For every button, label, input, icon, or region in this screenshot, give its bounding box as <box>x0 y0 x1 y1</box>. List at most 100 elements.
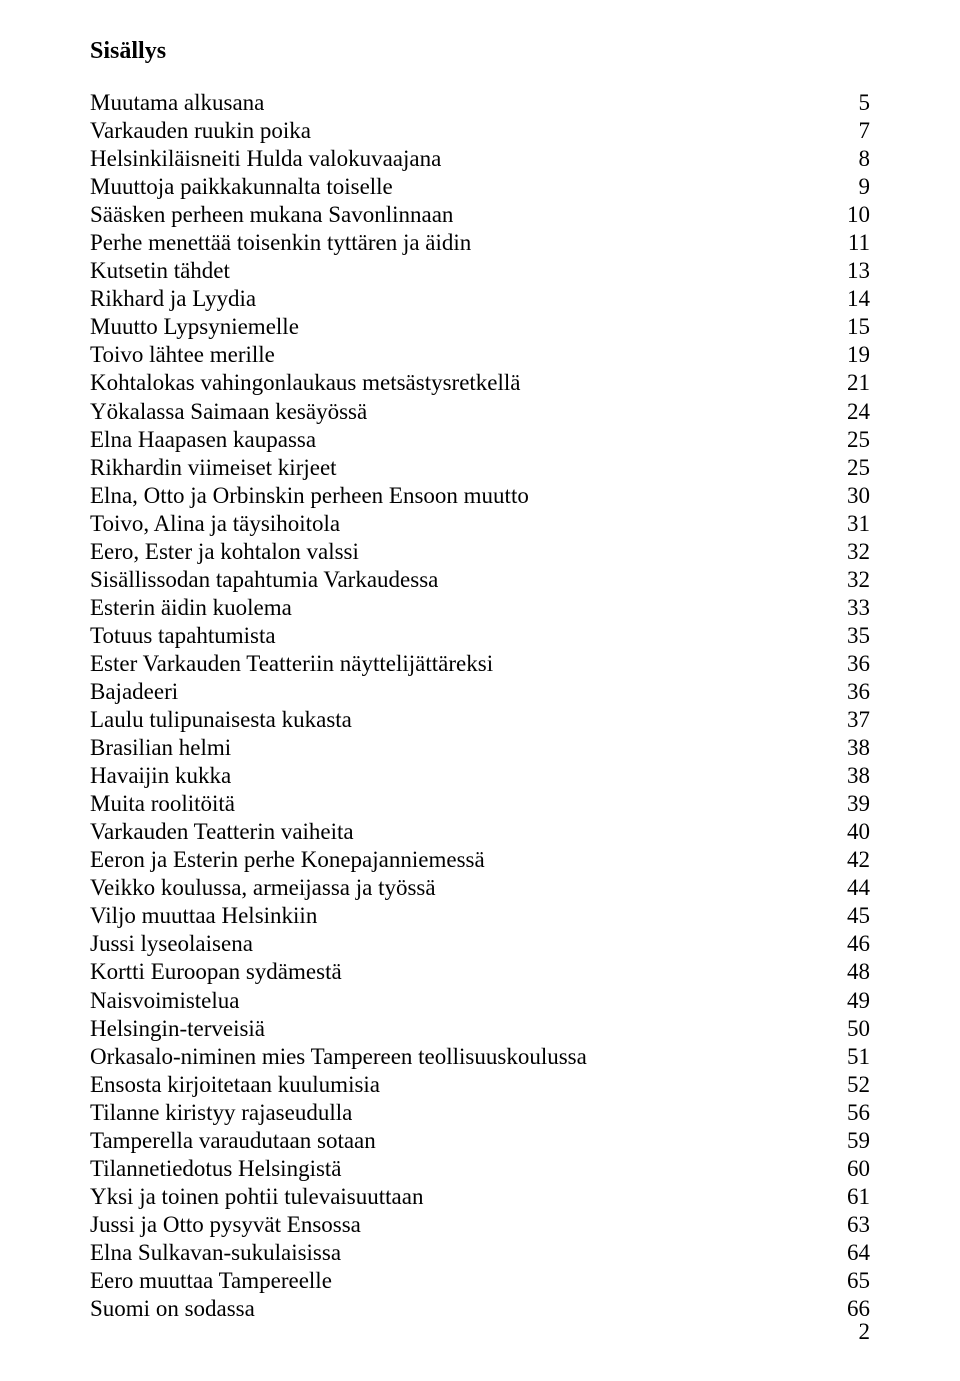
toc-row: Brasilian helmi38 <box>90 734 870 762</box>
toc-entry-label: Toivo, Alina ja täysihoitola <box>90 510 827 538</box>
toc-entry-page: 5 <box>830 89 870 117</box>
toc-row: Viljo muuttaa Helsinkiin45 <box>90 902 870 930</box>
toc-entry-label: Varkauden ruukin poika <box>90 117 830 145</box>
toc-entry-label: Muutto Lypsyniemelle <box>90 313 827 341</box>
toc-entry-label: Jussi lyseolaisena <box>90 930 827 958</box>
toc-row: Varkauden Teatterin vaiheita40 <box>90 818 870 846</box>
toc-entry-label: Orkasalo-niminen mies Tampereen teollisu… <box>90 1043 827 1071</box>
toc-row: Perhe menettää toisenkin tyttären ja äid… <box>90 229 870 257</box>
toc-entry-label: Eero, Ester ja kohtalon valssi <box>90 538 827 566</box>
toc-row: Esterin äidin kuolema33 <box>90 594 870 622</box>
toc-entry-page: 60 <box>827 1155 870 1183</box>
toc-entry-page: 40 <box>827 818 870 846</box>
toc-entry-page: 65 <box>827 1267 870 1295</box>
toc-list: Muutama alkusana5Varkauden ruukin poika7… <box>90 89 870 1323</box>
toc-entry-label: Tamperella varaudutaan sotaan <box>90 1127 827 1155</box>
toc-entry-page: 31 <box>827 510 870 538</box>
toc-entry-page: 13 <box>827 257 870 285</box>
toc-row: Laulu tulipunaisesta kukasta37 <box>90 706 870 734</box>
toc-entry-label: Kutsetin tähdet <box>90 257 827 285</box>
toc-row: Varkauden ruukin poika7 <box>90 117 870 145</box>
toc-entry-page: 37 <box>827 706 870 734</box>
toc-entry-page: 46 <box>827 930 870 958</box>
toc-entry-page: 63 <box>827 1211 870 1239</box>
page-number: 2 <box>859 1319 871 1345</box>
toc-entry-label: Varkauden Teatterin vaiheita <box>90 818 827 846</box>
toc-row: Jussi ja Otto pysyvät Ensossa63 <box>90 1211 870 1239</box>
toc-row: Ensosta kirjoitetaan kuulumisia52 <box>90 1071 870 1099</box>
toc-entry-page: 51 <box>827 1043 870 1071</box>
toc-row: Muuttoja paikkakunnalta toiselle9 <box>90 173 870 201</box>
toc-row: Naisvoimistelua49 <box>90 987 870 1015</box>
toc-entry-page: 64 <box>827 1239 870 1267</box>
toc-entry-label: Kohtalokas vahingonlaukaus metsästysretk… <box>90 369 827 397</box>
toc-row: Elna Haapasen kaupassa25 <box>90 426 870 454</box>
toc-row: Bajadeeri36 <box>90 678 870 706</box>
toc-entry-label: Jussi ja Otto pysyvät Ensossa <box>90 1211 827 1239</box>
toc-entry-page: 39 <box>827 790 870 818</box>
toc-entry-label: Elna, Otto ja Orbinskin perheen Ensoon m… <box>90 482 827 510</box>
toc-row: Kortti Euroopan sydämestä48 <box>90 958 870 986</box>
toc-row: Toivo, Alina ja täysihoitola31 <box>90 510 870 538</box>
toc-entry-page: 42 <box>827 846 870 874</box>
toc-entry-label: Tilanne kiristyy rajaseudulla <box>90 1099 827 1127</box>
toc-entry-label: Yökalassa Saimaan kesäyössä <box>90 398 827 426</box>
toc-entry-label: Brasilian helmi <box>90 734 827 762</box>
toc-row: Eeron ja Esterin perhe Konepajanniemessä… <box>90 846 870 874</box>
toc-entry-page: 10 <box>827 201 870 229</box>
toc-entry-label: Totuus tapahtumista <box>90 622 827 650</box>
toc-entry-page: 44 <box>827 874 870 902</box>
toc-entry-label: Havaijin kukka <box>90 762 827 790</box>
toc-row: Tilannetiedotus Helsingistä60 <box>90 1155 870 1183</box>
toc-row: Eero muuttaa Tampereelle65 <box>90 1267 870 1295</box>
toc-row: Rikhardin viimeiset kirjeet25 <box>90 454 870 482</box>
toc-entry-label: Toivo lähtee merille <box>90 341 827 369</box>
toc-entry-label: Bajadeeri <box>90 678 827 706</box>
toc-row: Rikhard ja Lyydia14 <box>90 285 870 313</box>
toc-entry-page: 45 <box>827 902 870 930</box>
toc-entry-label: Veikko koulussa, armeijassa ja työssä <box>90 874 827 902</box>
toc-row: Kohtalokas vahingonlaukaus metsästysretk… <box>90 369 870 397</box>
toc-entry-label: Esterin äidin kuolema <box>90 594 827 622</box>
toc-entry-page: 25 <box>827 454 870 482</box>
toc-row: Sisällissodan tapahtumia Varkaudessa32 <box>90 566 870 594</box>
toc-entry-label: Sisällissodan tapahtumia Varkaudessa <box>90 566 827 594</box>
toc-row: Jussi lyseolaisena46 <box>90 930 870 958</box>
toc-row: Toivo lähtee merille19 <box>90 341 870 369</box>
toc-entry-page: 35 <box>827 622 870 650</box>
toc-entry-label: Eeron ja Esterin perhe Konepajanniemessä <box>90 846 827 874</box>
toc-row: Muutama alkusana5 <box>90 89 870 117</box>
toc-entry-page: 19 <box>827 341 870 369</box>
toc-entry-page: 50 <box>827 1015 870 1043</box>
toc-entry-label: Eero muuttaa Tampereelle <box>90 1267 827 1295</box>
toc-entry-label: Ensosta kirjoitetaan kuulumisia <box>90 1071 827 1099</box>
toc-row: Orkasalo-niminen mies Tampereen teollisu… <box>90 1043 870 1071</box>
toc-entry-page: 52 <box>827 1071 870 1099</box>
toc-entry-label: Suomi on sodassa <box>90 1295 827 1323</box>
toc-row: Elna, Otto ja Orbinskin perheen Ensoon m… <box>90 482 870 510</box>
toc-entry-page: 9 <box>830 173 870 201</box>
toc-entry-label: Kortti Euroopan sydämestä <box>90 958 827 986</box>
toc-entry-page: 36 <box>827 650 870 678</box>
toc-row: Kutsetin tähdet13 <box>90 257 870 285</box>
toc-entry-label: Perhe menettää toisenkin tyttären ja äid… <box>90 229 828 257</box>
toc-row: Tilanne kiristyy rajaseudulla56 <box>90 1099 870 1127</box>
toc-entry-label: Yksi ja toinen pohtii tulevaisuuttaan <box>90 1183 827 1211</box>
toc-entry-page: 49 <box>827 987 870 1015</box>
toc-entry-page: 15 <box>827 313 870 341</box>
toc-entry-label: Muita roolitöitä <box>90 790 827 818</box>
toc-entry-label: Naisvoimistelua <box>90 987 827 1015</box>
toc-row: Muutto Lypsyniemelle15 <box>90 313 870 341</box>
toc-entry-page: 36 <box>827 678 870 706</box>
toc-entry-label: Rikhard ja Lyydia <box>90 285 827 313</box>
toc-entry-label: Tilannetiedotus Helsingistä <box>90 1155 827 1183</box>
toc-entry-page: 38 <box>827 762 870 790</box>
toc-entry-page: 32 <box>827 538 870 566</box>
toc-entry-page: 48 <box>827 958 870 986</box>
toc-row: Eero, Ester ja kohtalon valssi32 <box>90 538 870 566</box>
toc-entry-label: Helsinkiläisneiti Hulda valokuvaajana <box>90 145 830 173</box>
toc-row: Havaijin kukka38 <box>90 762 870 790</box>
toc-entry-page: 32 <box>827 566 870 594</box>
toc-entry-label: Viljo muuttaa Helsinkiin <box>90 902 827 930</box>
toc-entry-page: 38 <box>827 734 870 762</box>
